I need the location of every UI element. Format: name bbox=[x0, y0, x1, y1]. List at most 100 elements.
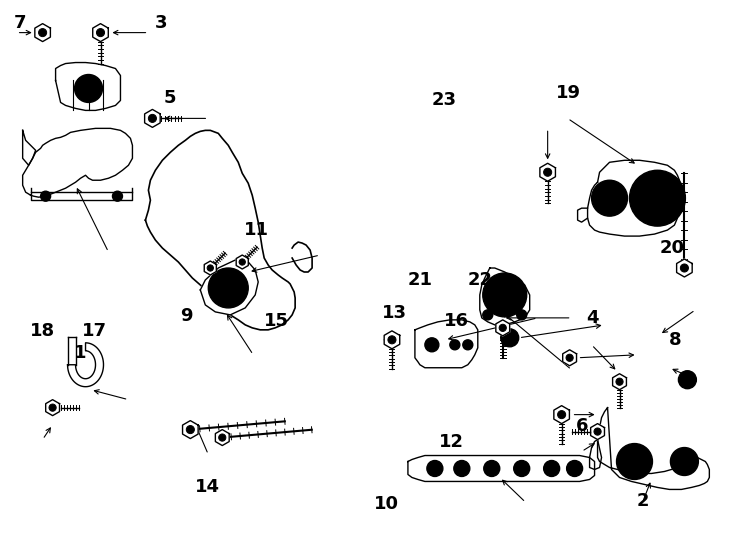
Polygon shape bbox=[408, 456, 595, 482]
Circle shape bbox=[96, 29, 104, 37]
Text: 21: 21 bbox=[407, 271, 432, 289]
Text: 11: 11 bbox=[244, 221, 269, 239]
Polygon shape bbox=[46, 400, 59, 416]
Circle shape bbox=[207, 265, 214, 271]
Circle shape bbox=[506, 334, 514, 342]
Circle shape bbox=[81, 80, 96, 97]
Polygon shape bbox=[677, 259, 692, 277]
Circle shape bbox=[112, 191, 123, 201]
Text: 18: 18 bbox=[30, 322, 55, 340]
Text: 23: 23 bbox=[432, 91, 457, 109]
Text: 8: 8 bbox=[669, 331, 681, 349]
Circle shape bbox=[492, 282, 517, 308]
Circle shape bbox=[425, 338, 439, 352]
Text: 16: 16 bbox=[444, 312, 469, 330]
Circle shape bbox=[483, 310, 493, 320]
Polygon shape bbox=[215, 430, 229, 446]
Circle shape bbox=[450, 340, 459, 350]
Circle shape bbox=[517, 310, 527, 320]
Circle shape bbox=[148, 114, 156, 123]
Polygon shape bbox=[591, 423, 605, 440]
Circle shape bbox=[501, 329, 519, 347]
Text: 7: 7 bbox=[14, 15, 26, 32]
Circle shape bbox=[567, 461, 583, 476]
Polygon shape bbox=[183, 421, 198, 438]
Circle shape bbox=[39, 29, 47, 37]
Circle shape bbox=[483, 273, 527, 317]
Polygon shape bbox=[34, 24, 51, 42]
Circle shape bbox=[642, 182, 673, 214]
Circle shape bbox=[558, 410, 566, 418]
Circle shape bbox=[463, 340, 473, 350]
Circle shape bbox=[517, 464, 526, 472]
Circle shape bbox=[592, 180, 628, 216]
Polygon shape bbox=[23, 129, 132, 197]
Circle shape bbox=[208, 268, 248, 308]
Text: 3: 3 bbox=[155, 15, 167, 32]
Polygon shape bbox=[384, 331, 400, 349]
Circle shape bbox=[544, 168, 552, 176]
Circle shape bbox=[677, 455, 691, 469]
Circle shape bbox=[239, 259, 245, 265]
Text: 2: 2 bbox=[637, 491, 650, 510]
Circle shape bbox=[625, 451, 644, 471]
Circle shape bbox=[600, 188, 619, 208]
Text: 19: 19 bbox=[556, 84, 581, 103]
Text: 20: 20 bbox=[660, 239, 685, 258]
Text: 22: 22 bbox=[468, 271, 493, 289]
Polygon shape bbox=[563, 350, 576, 366]
Circle shape bbox=[683, 376, 691, 384]
Polygon shape bbox=[415, 320, 478, 368]
Circle shape bbox=[630, 170, 686, 226]
Text: 17: 17 bbox=[82, 322, 107, 340]
Circle shape bbox=[594, 428, 601, 435]
Polygon shape bbox=[236, 255, 248, 269]
Polygon shape bbox=[597, 408, 709, 489]
Circle shape bbox=[49, 404, 57, 411]
Circle shape bbox=[616, 378, 623, 386]
Polygon shape bbox=[56, 63, 120, 110]
Circle shape bbox=[454, 461, 470, 476]
Text: 4: 4 bbox=[586, 309, 599, 327]
Text: 10: 10 bbox=[374, 495, 399, 514]
Text: 5: 5 bbox=[164, 89, 176, 106]
Circle shape bbox=[544, 461, 559, 476]
Circle shape bbox=[427, 461, 443, 476]
Polygon shape bbox=[204, 261, 217, 275]
Circle shape bbox=[388, 336, 396, 344]
Polygon shape bbox=[588, 160, 681, 236]
Circle shape bbox=[217, 276, 240, 300]
Polygon shape bbox=[540, 163, 556, 181]
Circle shape bbox=[548, 464, 556, 472]
Circle shape bbox=[514, 461, 530, 476]
Polygon shape bbox=[68, 343, 103, 387]
Polygon shape bbox=[554, 406, 570, 423]
Text: 6: 6 bbox=[575, 417, 588, 435]
Text: 13: 13 bbox=[382, 304, 407, 322]
Circle shape bbox=[488, 464, 495, 472]
Circle shape bbox=[570, 464, 578, 472]
Circle shape bbox=[566, 354, 573, 361]
Text: 9: 9 bbox=[180, 307, 192, 325]
Polygon shape bbox=[496, 320, 509, 336]
Polygon shape bbox=[613, 374, 626, 390]
Text: 1: 1 bbox=[73, 345, 86, 362]
Circle shape bbox=[40, 191, 51, 201]
Polygon shape bbox=[145, 110, 160, 127]
Circle shape bbox=[617, 443, 653, 480]
Circle shape bbox=[680, 264, 688, 272]
Text: 15: 15 bbox=[264, 312, 288, 330]
Polygon shape bbox=[92, 24, 109, 42]
Circle shape bbox=[499, 324, 506, 332]
Text: 14: 14 bbox=[195, 477, 219, 496]
Circle shape bbox=[75, 75, 103, 103]
Circle shape bbox=[458, 464, 466, 472]
Polygon shape bbox=[480, 268, 530, 325]
Circle shape bbox=[219, 434, 226, 441]
Polygon shape bbox=[200, 260, 258, 315]
Circle shape bbox=[186, 426, 195, 434]
Circle shape bbox=[484, 461, 500, 476]
Circle shape bbox=[678, 371, 697, 389]
Text: 12: 12 bbox=[439, 434, 464, 451]
Circle shape bbox=[670, 448, 698, 476]
